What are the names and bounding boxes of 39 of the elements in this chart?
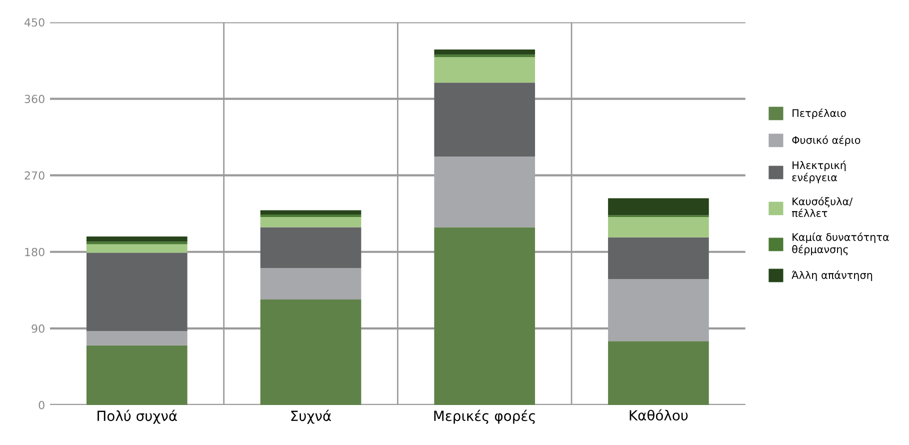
x-tick-label: Μερικές φορές xyxy=(434,410,535,424)
y-tick-label: 270 xyxy=(24,171,44,180)
y-tick-label: 90 xyxy=(32,324,44,333)
bar xyxy=(260,210,362,214)
bar xyxy=(434,82,536,157)
bar xyxy=(260,217,362,228)
y-tick-label: 360 xyxy=(24,94,44,104)
bar xyxy=(434,54,536,58)
bar xyxy=(434,57,536,83)
legend-label: Άλλη απάντηση xyxy=(792,270,872,282)
bar xyxy=(434,49,536,55)
x-tick-label: Πολύ συχνά xyxy=(98,410,177,424)
bar xyxy=(86,345,188,405)
y-tick-label: 0 xyxy=(38,400,44,410)
x-tick-label: Καθόλου xyxy=(630,409,688,421)
bar xyxy=(86,242,188,244)
legend-label: Καμία δυνατότητα θέρμανσης xyxy=(792,232,889,256)
bar xyxy=(86,244,188,253)
legend-label: Καυσόξυλα/ πέλλετ xyxy=(792,196,853,218)
legend-label: Ηλεκτρική ενέργεια xyxy=(792,160,846,184)
x-tick-label: Συχνά xyxy=(291,410,331,424)
bar xyxy=(260,214,362,217)
y-tick-label: 180 xyxy=(25,248,44,256)
bar xyxy=(86,252,188,331)
bar xyxy=(608,279,709,342)
legend-label: Φυσικό αέριο xyxy=(792,135,860,146)
bar xyxy=(260,227,362,268)
bar xyxy=(608,198,709,216)
y-tick-label: 450 xyxy=(24,18,44,27)
bar xyxy=(86,236,188,242)
bar xyxy=(260,299,362,405)
bar xyxy=(434,156,536,228)
bar xyxy=(434,227,536,405)
bar xyxy=(260,268,362,300)
bar xyxy=(86,330,188,346)
legend-label: Πετρέλαιο xyxy=(792,108,846,120)
bar xyxy=(608,237,709,280)
bar xyxy=(608,341,709,405)
bar xyxy=(608,217,709,238)
